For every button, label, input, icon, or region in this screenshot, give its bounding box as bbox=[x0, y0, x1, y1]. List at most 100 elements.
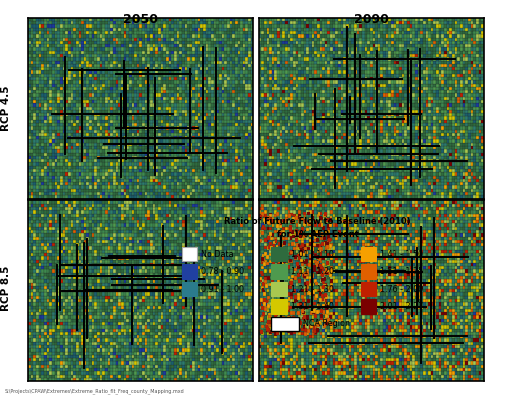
Bar bbox=[273, 305, 276, 309]
Bar bbox=[214, 312, 217, 316]
Bar bbox=[60, 195, 62, 198]
Bar bbox=[283, 312, 285, 316]
Bar bbox=[277, 34, 280, 38]
Bar bbox=[383, 293, 386, 296]
Bar bbox=[312, 250, 314, 253]
Bar bbox=[118, 149, 121, 152]
Bar bbox=[147, 136, 150, 139]
Bar bbox=[328, 146, 330, 149]
Bar bbox=[235, 77, 238, 80]
Bar bbox=[428, 260, 431, 263]
Bar bbox=[33, 38, 36, 41]
Bar bbox=[214, 260, 217, 263]
Bar bbox=[203, 207, 206, 210]
Bar bbox=[412, 299, 415, 302]
Bar bbox=[317, 110, 319, 113]
Bar bbox=[195, 224, 198, 227]
Bar bbox=[208, 146, 211, 149]
Bar bbox=[338, 74, 340, 77]
Bar bbox=[68, 207, 71, 210]
Bar bbox=[259, 47, 261, 51]
Bar bbox=[447, 51, 450, 54]
Bar bbox=[357, 217, 359, 220]
Bar bbox=[455, 220, 457, 224]
Bar bbox=[142, 166, 145, 169]
Bar bbox=[89, 279, 92, 283]
Bar bbox=[277, 296, 280, 299]
Bar bbox=[463, 270, 465, 273]
Bar bbox=[259, 207, 261, 210]
Bar bbox=[142, 260, 145, 263]
Bar bbox=[452, 192, 455, 195]
Bar bbox=[277, 289, 280, 293]
Bar bbox=[172, 38, 174, 41]
Bar bbox=[31, 185, 33, 189]
Bar bbox=[248, 342, 251, 345]
Bar bbox=[373, 309, 375, 312]
Bar bbox=[399, 371, 402, 374]
Bar bbox=[410, 119, 412, 123]
Bar bbox=[290, 348, 293, 352]
Bar bbox=[473, 182, 476, 185]
Bar bbox=[344, 200, 346, 204]
Bar bbox=[378, 250, 380, 253]
Bar bbox=[463, 110, 465, 113]
Bar bbox=[110, 322, 113, 325]
Bar bbox=[322, 285, 325, 289]
Bar bbox=[465, 309, 468, 312]
Bar bbox=[229, 355, 232, 358]
Bar bbox=[471, 263, 473, 266]
Bar bbox=[97, 169, 100, 172]
Bar bbox=[222, 230, 224, 233]
Bar bbox=[333, 93, 335, 97]
Bar bbox=[479, 302, 481, 306]
Bar bbox=[476, 110, 479, 113]
Bar bbox=[78, 97, 81, 100]
Bar bbox=[428, 87, 431, 90]
Bar bbox=[298, 149, 301, 152]
Bar bbox=[142, 185, 145, 189]
Bar bbox=[344, 162, 346, 166]
Bar bbox=[357, 38, 359, 41]
Bar bbox=[389, 179, 391, 182]
Bar bbox=[134, 143, 137, 146]
Bar bbox=[357, 256, 359, 260]
Bar bbox=[428, 77, 431, 80]
Bar bbox=[47, 41, 49, 44]
Bar bbox=[142, 332, 145, 335]
Bar bbox=[476, 77, 479, 80]
Bar bbox=[280, 342, 283, 345]
Bar bbox=[240, 103, 243, 106]
Bar bbox=[44, 253, 47, 256]
Bar bbox=[55, 166, 57, 169]
Bar bbox=[153, 309, 155, 312]
Bar bbox=[375, 332, 378, 335]
Bar bbox=[295, 123, 298, 126]
Bar bbox=[457, 210, 460, 214]
Bar bbox=[200, 41, 203, 44]
Bar bbox=[434, 220, 436, 224]
Bar bbox=[227, 217, 229, 220]
Bar bbox=[142, 273, 145, 276]
Bar bbox=[402, 266, 404, 270]
Bar bbox=[187, 123, 190, 126]
Bar bbox=[340, 200, 344, 204]
Bar bbox=[333, 28, 335, 31]
Bar bbox=[78, 162, 81, 166]
Bar bbox=[328, 67, 330, 70]
Bar bbox=[314, 21, 317, 25]
Bar bbox=[31, 129, 33, 133]
Bar bbox=[476, 90, 479, 93]
Bar bbox=[248, 286, 251, 289]
Bar bbox=[481, 200, 484, 204]
Bar bbox=[428, 283, 431, 286]
Bar bbox=[52, 110, 55, 113]
Bar bbox=[418, 136, 420, 139]
Bar bbox=[139, 240, 142, 243]
Bar bbox=[407, 119, 410, 123]
Bar bbox=[261, 70, 264, 74]
Bar bbox=[142, 61, 145, 64]
Bar bbox=[328, 192, 330, 195]
Bar bbox=[317, 368, 319, 371]
Bar bbox=[317, 175, 319, 179]
